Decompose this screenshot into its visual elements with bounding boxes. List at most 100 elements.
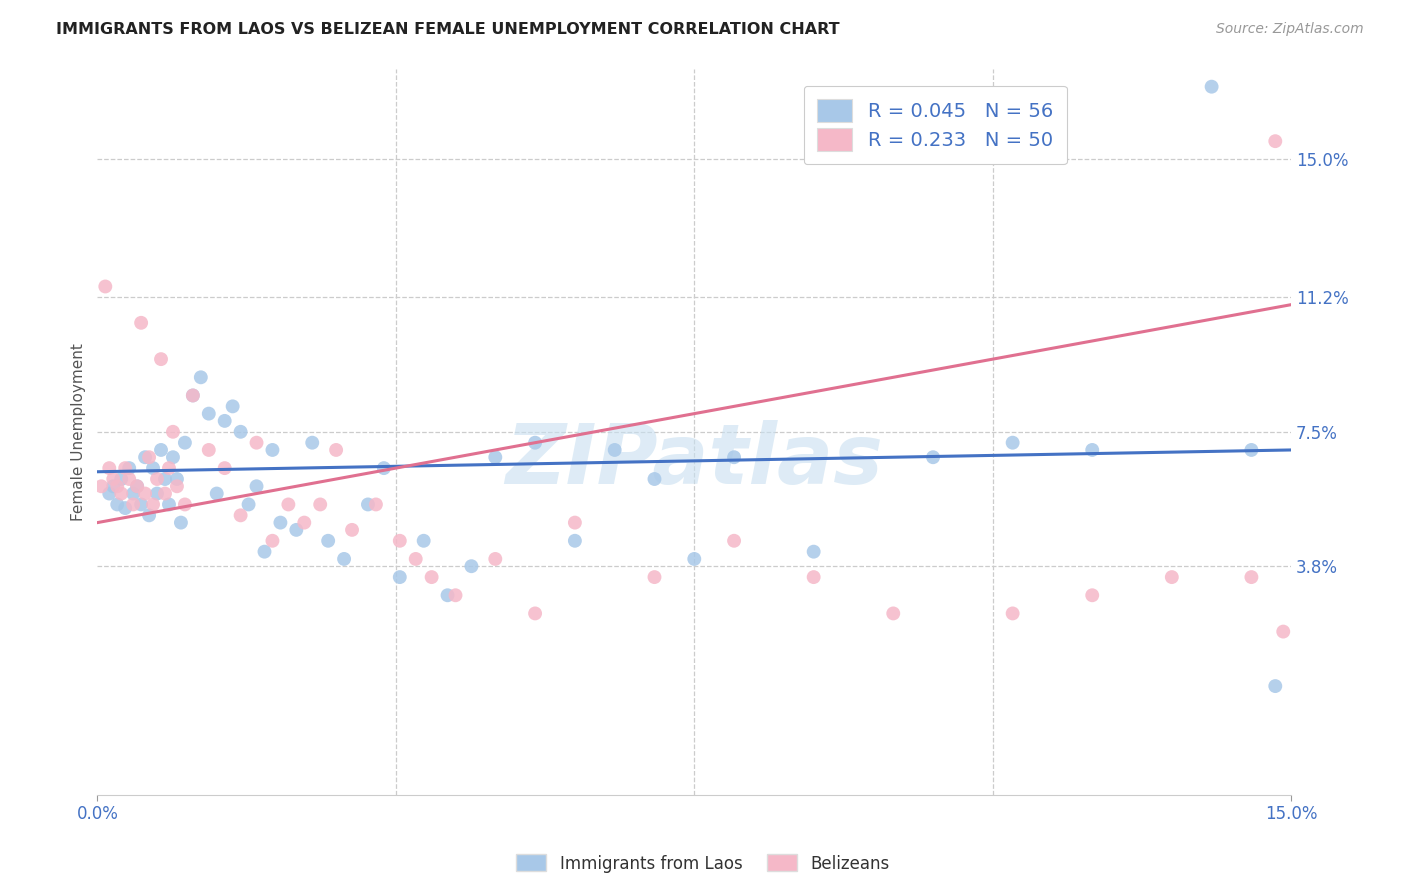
Point [262,442,284,457]
Text: IMMIGRANTS FROM LAOS VS BELIZEAN FEMALE UNEMPLOYMENT CORRELATION CHART: IMMIGRANTS FROM LAOS VS BELIZEAN FEMALE … [56,22,839,37]
Point [146,486,169,500]
Point [138,450,160,465]
Point [142,498,165,512]
Point [388,533,411,548]
Point [90,479,112,493]
Point [364,498,387,512]
Point [157,461,180,475]
Point [114,501,136,516]
Point [285,523,308,537]
Point [170,516,193,530]
Point [190,370,212,384]
Point [114,461,136,475]
Legend: R = 0.045   N = 56, R = 0.233   N = 50: R = 0.045 N = 56, R = 0.233 N = 50 [804,86,1067,164]
Point [340,523,363,537]
Point [524,435,547,450]
Point [229,425,252,439]
Point [277,498,299,512]
Point [803,544,825,558]
Point [174,498,197,512]
Point [723,533,745,548]
Point [105,498,128,512]
Point [524,607,547,621]
Point [412,533,434,548]
Point [174,435,197,450]
Point [603,442,626,457]
Point [723,450,745,465]
Point [484,450,506,465]
Point [1272,624,1295,639]
Point [1264,679,1286,693]
Point [166,472,188,486]
Point [1001,607,1024,621]
Point [205,486,228,500]
Point [460,559,482,574]
Point [238,498,260,512]
Point [373,461,395,475]
Point [197,407,219,421]
Text: Source: ZipAtlas.com: Source: ZipAtlas.com [1216,22,1364,37]
Point [129,316,152,330]
Point [388,570,411,584]
Point [138,508,160,523]
Point [882,607,904,621]
Point [683,552,706,566]
Point [157,498,180,512]
Point [110,486,132,500]
Point [436,588,458,602]
Point [153,486,176,500]
Point [357,498,380,512]
Legend: Immigrants from Laos, Belizeans: Immigrants from Laos, Belizeans [509,847,897,880]
Point [1160,570,1182,584]
Point [181,388,204,402]
Point [214,414,236,428]
Point [803,570,825,584]
Point [146,472,169,486]
Point [118,472,141,486]
Point [229,508,252,523]
Point [214,461,236,475]
Point [325,442,347,457]
Point [129,498,152,512]
Point [221,400,243,414]
Point [484,552,506,566]
Point [405,552,427,566]
Point [922,450,945,465]
Point [1201,79,1223,94]
Point [1001,435,1024,450]
Point [292,516,315,530]
Point [127,479,149,493]
Point [643,570,665,584]
Point [1240,442,1263,457]
Point [564,533,586,548]
Point [134,450,156,465]
Point [333,552,356,566]
Point [316,533,339,548]
Point [110,472,132,486]
Point [150,442,173,457]
Point [94,279,117,293]
Y-axis label: Female Unemployment: Female Unemployment [72,343,86,521]
Point [162,450,184,465]
Point [1264,134,1286,148]
Point [444,588,467,602]
Point [150,352,173,367]
Point [98,461,121,475]
Point [98,486,121,500]
Point [643,472,665,486]
Point [181,388,204,402]
Point [1081,588,1104,602]
Point [134,486,156,500]
Point [103,472,125,486]
Point [1240,570,1263,584]
Point [122,486,145,500]
Point [245,479,267,493]
Point [197,442,219,457]
Point [122,498,145,512]
Point [1081,442,1104,457]
Point [262,533,284,548]
Point [564,516,586,530]
Point [103,479,125,493]
Point [142,461,165,475]
Point [153,472,176,486]
